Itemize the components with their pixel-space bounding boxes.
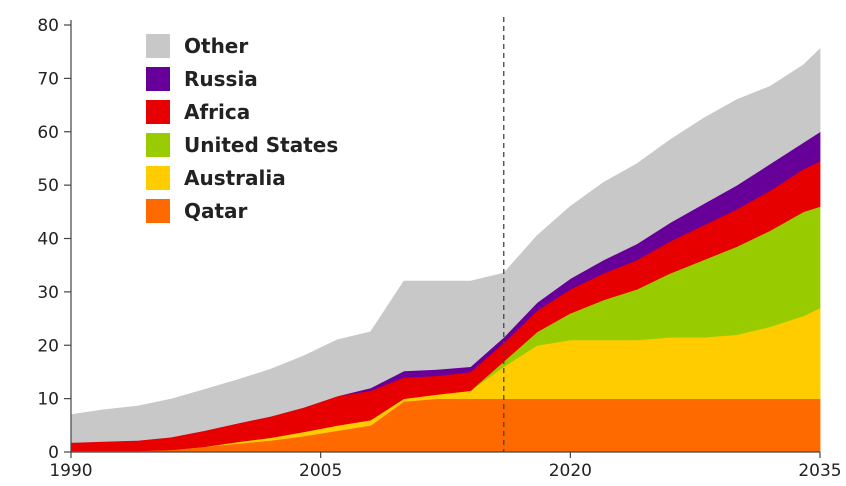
legend-label-other: Other [184,34,248,58]
legend-swatch-russia [146,67,170,91]
y-tick-label: 40 [37,230,59,250]
legend-label-australia: Australia [184,166,286,190]
legend-label-russia: Russia [184,67,258,91]
legend-swatch-qatar [146,199,170,223]
x-tick-label: 1990 [49,461,92,481]
legend: Other Russia Africa United States Australia Q… [146,34,338,223]
x-tick-label: 2005 [299,461,342,481]
y-tick-label: 10 [37,390,59,410]
legend-label-qatar: Qatar [184,199,248,223]
x-tick-label: 2020 [549,461,592,481]
y-tick-label: 50 [37,176,59,196]
legend-swatch-australia [146,166,170,190]
y-tick-label: 30 [37,283,59,303]
y-tick-label: 70 [37,69,59,89]
y-tick-label: 60 [37,123,59,143]
legend-swatch-africa [146,100,170,124]
x-tick-label: 2035 [798,461,841,481]
legend-label-africa: Africa [184,100,250,124]
y-tick-label: 80 [37,16,59,36]
area-series-layer [70,48,821,453]
y-tick-label: 20 [37,336,59,356]
area-other [70,48,821,443]
legend-swatch-other [146,34,170,58]
y-tick-label: 0 [48,443,59,463]
axis-layer: 0 10 20 30 40 50 60 70 80 1990 2005 2020 2035 [37,16,841,481]
legend-label-united-states: United States [184,133,338,157]
legend-swatch-united-states [146,133,170,157]
